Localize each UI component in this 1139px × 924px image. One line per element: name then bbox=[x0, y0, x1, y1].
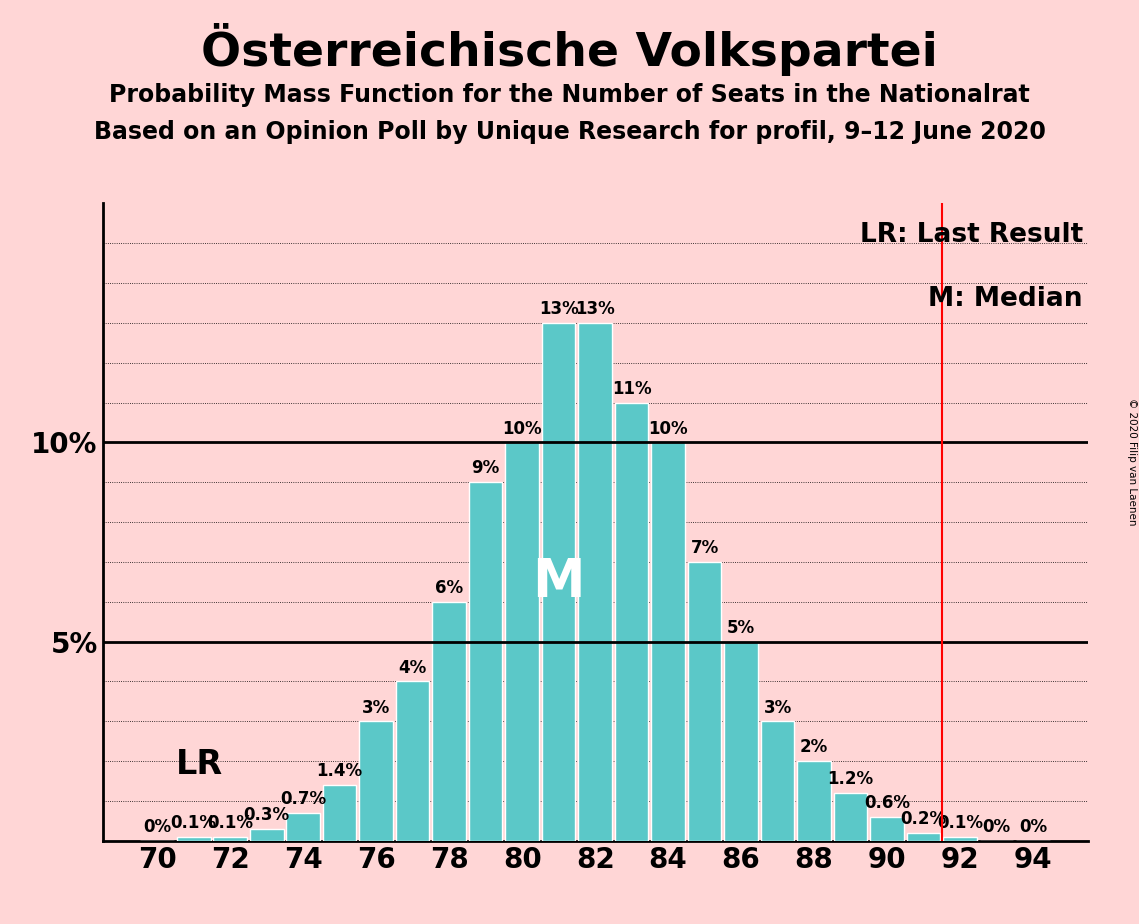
Text: 0%: 0% bbox=[1019, 818, 1047, 836]
Bar bbox=[688, 562, 721, 841]
Bar bbox=[652, 443, 685, 841]
Bar bbox=[249, 829, 284, 841]
Text: LR: Last Result: LR: Last Result bbox=[860, 223, 1083, 249]
Bar bbox=[870, 817, 904, 841]
Text: 4%: 4% bbox=[399, 659, 427, 676]
Text: Österreichische Volkspartei: Österreichische Volkspartei bbox=[202, 23, 937, 76]
Text: 1.4%: 1.4% bbox=[317, 762, 362, 780]
Text: 9%: 9% bbox=[472, 459, 500, 478]
Text: 11%: 11% bbox=[612, 380, 652, 397]
Bar bbox=[797, 761, 830, 841]
Text: M: M bbox=[532, 556, 585, 608]
Bar bbox=[834, 793, 867, 841]
Bar bbox=[579, 322, 612, 841]
Text: 0%: 0% bbox=[983, 818, 1010, 836]
Text: LR: LR bbox=[175, 748, 222, 781]
Bar bbox=[433, 602, 466, 841]
Bar bbox=[907, 833, 941, 841]
Bar bbox=[724, 641, 757, 841]
Text: 0.1%: 0.1% bbox=[937, 814, 983, 833]
Text: 0.7%: 0.7% bbox=[280, 790, 326, 808]
Bar bbox=[943, 837, 977, 841]
Text: 0%: 0% bbox=[144, 818, 171, 836]
Bar bbox=[761, 722, 794, 841]
Bar bbox=[542, 322, 575, 841]
Text: 10%: 10% bbox=[648, 419, 688, 438]
Text: 0.1%: 0.1% bbox=[171, 814, 216, 833]
Text: 0.3%: 0.3% bbox=[244, 806, 289, 824]
Text: Probability Mass Function for the Number of Seats in the Nationalrat: Probability Mass Function for the Number… bbox=[109, 83, 1030, 107]
Bar bbox=[360, 722, 393, 841]
Bar bbox=[213, 837, 247, 841]
Text: 3%: 3% bbox=[763, 699, 792, 716]
Text: 2%: 2% bbox=[800, 738, 828, 757]
Text: © 2020 Filip van Laenen: © 2020 Filip van Laenen bbox=[1126, 398, 1137, 526]
Bar bbox=[396, 682, 429, 841]
Text: M: Median: M: Median bbox=[928, 286, 1083, 312]
Bar bbox=[469, 482, 502, 841]
Text: 6%: 6% bbox=[435, 579, 464, 597]
Bar bbox=[615, 403, 648, 841]
Text: 13%: 13% bbox=[539, 300, 579, 318]
Text: 10%: 10% bbox=[502, 419, 542, 438]
Text: 0.6%: 0.6% bbox=[865, 794, 910, 812]
Bar bbox=[506, 443, 539, 841]
Text: Based on an Opinion Poll by Unique Research for profil, 9–12 June 2020: Based on an Opinion Poll by Unique Resea… bbox=[93, 120, 1046, 144]
Text: 7%: 7% bbox=[690, 539, 719, 557]
Text: 3%: 3% bbox=[362, 699, 391, 716]
Text: 5%: 5% bbox=[727, 619, 755, 637]
Bar bbox=[323, 785, 357, 841]
Text: 1.2%: 1.2% bbox=[828, 771, 874, 788]
Text: 0.2%: 0.2% bbox=[901, 810, 947, 828]
Text: 0.1%: 0.1% bbox=[207, 814, 253, 833]
Text: 13%: 13% bbox=[575, 300, 615, 318]
Bar bbox=[286, 813, 320, 841]
Bar bbox=[177, 837, 211, 841]
